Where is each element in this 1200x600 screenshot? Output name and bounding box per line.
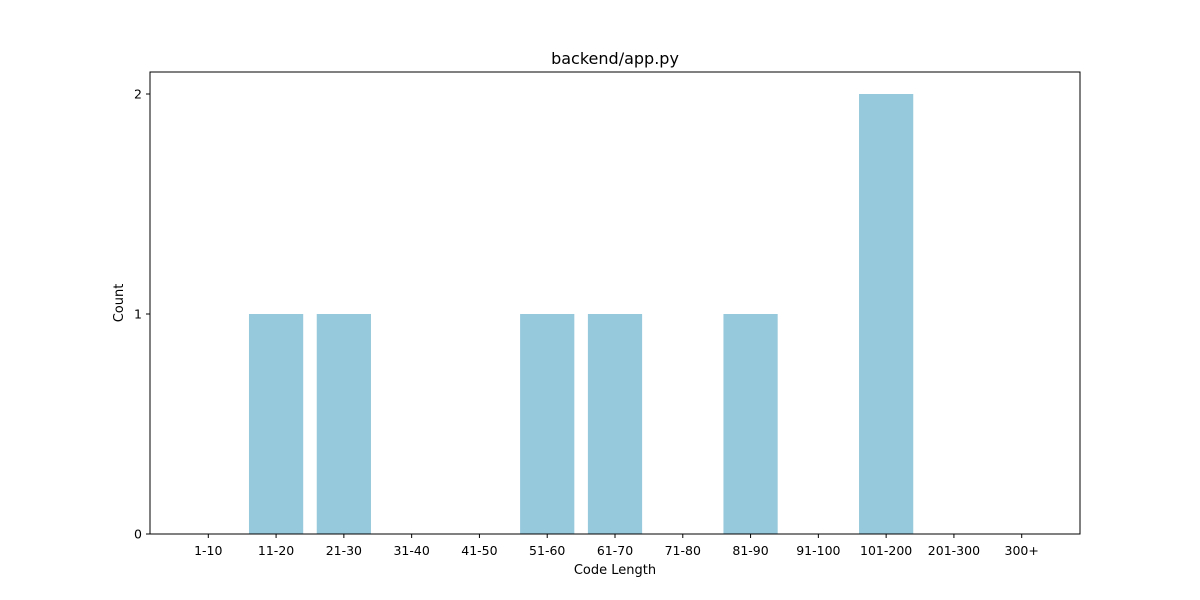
y-tick-label: 2 bbox=[134, 87, 142, 102]
bar-61-70 bbox=[587, 314, 643, 534]
y-axis: 0 1 2 bbox=[134, 87, 150, 542]
x-axis-label: Code Length bbox=[574, 563, 656, 578]
x-tick-label: 31-40 bbox=[393, 543, 429, 558]
bar-11-20 bbox=[248, 314, 304, 534]
y-tick-label: 1 bbox=[134, 307, 142, 322]
x-axis: 1-10 11-20 21-30 31-40 41-50 51-60 61-70 71-80 8… bbox=[194, 534, 1039, 558]
x-tick-label: 41-50 bbox=[461, 543, 497, 558]
x-tick-label: 1-10 bbox=[194, 543, 222, 558]
x-tick-label: 81-90 bbox=[732, 543, 768, 558]
bar-51-60 bbox=[520, 314, 575, 534]
bars-group bbox=[248, 94, 914, 534]
x-tick-label: 101-200 bbox=[860, 543, 912, 558]
x-tick-label: 71-80 bbox=[665, 543, 701, 558]
x-tick-label: 51-60 bbox=[529, 543, 565, 558]
x-tick-label: 300+ bbox=[1005, 543, 1039, 558]
x-tick-label: 61-70 bbox=[597, 543, 633, 558]
y-tick-label: 0 bbox=[134, 527, 142, 542]
chart-title: backend/app.py bbox=[551, 49, 679, 68]
bar-81-90 bbox=[723, 314, 778, 534]
x-tick-label: 21-30 bbox=[326, 543, 362, 558]
bar-21-30 bbox=[316, 314, 371, 534]
bar-101-200 bbox=[859, 94, 914, 534]
x-tick-label: 201-300 bbox=[928, 543, 980, 558]
x-tick-label: 91-100 bbox=[796, 543, 840, 558]
y-axis-label: Count bbox=[112, 284, 127, 323]
x-tick-label: 11-20 bbox=[258, 543, 294, 558]
